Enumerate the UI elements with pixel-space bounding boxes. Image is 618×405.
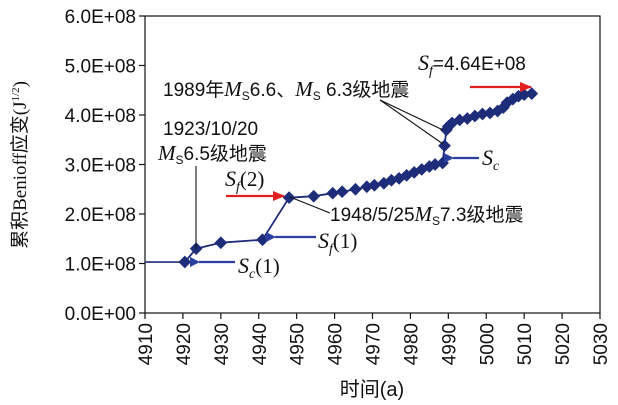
x-tick-label: 4950 <box>288 323 309 365</box>
y-tick-label: 4.0E+08 <box>65 106 136 127</box>
x-tick-label: 4970 <box>364 323 385 365</box>
data-point <box>438 139 451 153</box>
data-point <box>349 182 362 196</box>
data-point <box>335 185 349 199</box>
leader-1948 <box>289 196 331 214</box>
x-axis-ticks: 4910 4920 4930 4940 4950 4960 4970 4980 4990 5000… <box>136 313 612 365</box>
x-axis-title: 时间(a) <box>340 378 404 401</box>
x-tick-label: 4940 <box>250 323 271 365</box>
leader-1989-a <box>379 99 444 131</box>
y-tick-label: 2.0E+08 <box>65 205 136 226</box>
annotation-sf2: Sf(2) <box>225 166 264 195</box>
data-point <box>256 233 269 247</box>
leader-1989-b <box>379 99 444 145</box>
annotation-1948: 1948/5/25MS7.3级地震 <box>330 202 523 228</box>
annotation-sf1: Sf(1) <box>318 228 357 257</box>
x-tick-label: 4990 <box>439 323 460 365</box>
x-tick-label: 4910 <box>136 323 157 365</box>
data-point <box>282 191 296 205</box>
x-tick-label: 5030 <box>591 323 612 365</box>
y-axis-ticks: 0.0E+00 1.0E+08 2.0E+08 3.0E+08 4.0E+08 5.0E+… <box>65 7 145 325</box>
annotation-1923-mag: MS6.5级地震 <box>157 141 267 167</box>
x-tick-label: 5000 <box>477 323 498 365</box>
x-tick-label: 4920 <box>174 323 195 365</box>
annotation-sf-final: Sf=4.64E+08 <box>418 50 526 79</box>
annotation-sc1: Sc(1) <box>238 253 280 282</box>
annotation-1923-date: 1923/10/20 <box>163 119 258 140</box>
data-point <box>307 189 321 203</box>
y-tick-label: 0.0E+00 <box>65 304 136 325</box>
data-point <box>326 186 340 200</box>
x-tick-label: 4980 <box>401 323 422 365</box>
y-tick-label: 5.0E+08 <box>65 57 136 78</box>
data-point <box>214 236 228 250</box>
x-tick-label: 5020 <box>553 323 574 365</box>
x-tick-label: 5010 <box>515 323 536 365</box>
y-tick-label: 1.0E+08 <box>65 255 136 276</box>
leader-lines <box>195 99 444 249</box>
annotation-sc: Sc <box>482 145 500 174</box>
y-tick-label: 6.0E+08 <box>65 7 136 28</box>
x-tick-label: 4930 <box>212 323 233 365</box>
y-tick-label: 3.0E+08 <box>65 156 136 177</box>
data-point <box>525 87 539 101</box>
y-axis-title: 累积Benioff应变(J1/2) <box>9 81 31 249</box>
x-tick-label: 4960 <box>326 323 347 365</box>
data-point <box>368 178 381 192</box>
data-point <box>476 107 489 121</box>
annotation-1989: 1989年MS6.6、MS 6.3级地震 <box>163 77 409 103</box>
